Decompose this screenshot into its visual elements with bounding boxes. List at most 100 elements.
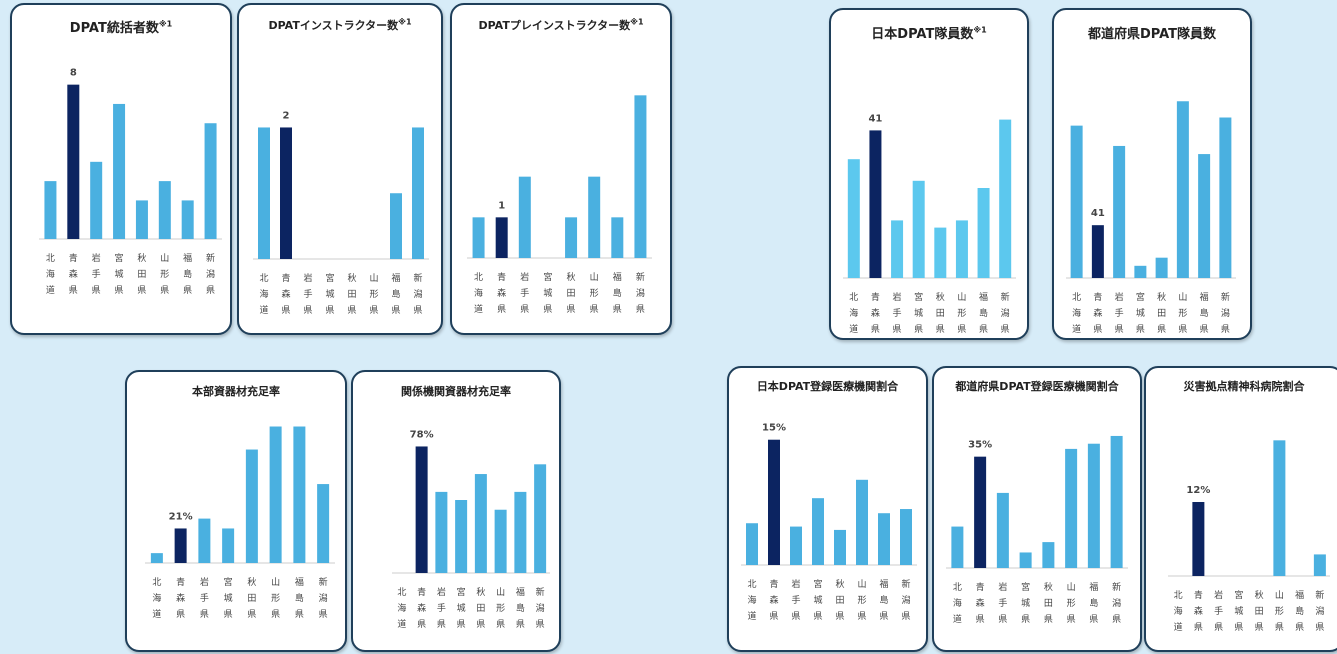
chart-title: 都道府県DPAT登録医療機関割合 [955,380,1119,393]
bar [847,159,860,278]
bar [869,130,882,278]
tick-label: 山形県 [271,577,280,620]
bar [996,492,1009,568]
bar [1313,554,1326,576]
bar [534,464,547,573]
bar [44,181,57,239]
tick-label: 岩手県 [998,581,1007,625]
tick-label: 青森県 [769,578,778,622]
tick-label: 秋田県 [247,576,256,620]
tick-label: 岩手県 [200,576,209,620]
chart-card-agency-equipment-rate: 関係機関資器材充足率 北海道 78% 青森県 岩手県 宮城県 秋田県 山形県 福島県 新潟県 [351,370,561,652]
data-label: 12% [1186,485,1210,496]
chart-title: 関係機関資器材充足率 [401,385,511,398]
chart-card-dpat-instructors: DPATインストラクター数※1 北海道 2 青森県 岩手県 宮城県 秋田県 山形県 福島県 新潟… [237,3,443,335]
tick-label: 青森県 [281,272,290,316]
tick-label: 北海道 [46,253,55,296]
bar [1065,448,1078,568]
tick-label: 山形県 [857,579,866,622]
tick-label: 岩手県 [437,586,446,630]
tick-label: 北海道 [1174,590,1183,633]
tick-label: 山形県 [957,292,966,335]
chart-card-japan-dpat-members: 日本DPAT隊員数※1 北海道 41 青森県 岩手県 宮城県 秋田県 山形県 福島県 新潟県 [829,8,1029,340]
chart-svg: 北海道 35% 青森県 岩手県 宮城県 秋田県 山形県 福島県 新潟県 [946,435,1128,625]
chart-title: DPATプレインストラクター数※1 [478,17,644,32]
bar [113,103,126,239]
tick-label: 岩手県 [1115,291,1124,335]
tick-label: 北海道 [397,587,406,630]
tick-label: 新潟県 [1315,589,1324,633]
bar [977,188,990,278]
tick-label: 岩手県 [893,291,902,335]
tick-label: 福島県 [979,291,988,335]
tick-label: 宮城県 [224,576,233,620]
bar [1198,154,1211,278]
tick-label: 北海道 [474,272,483,315]
bar [999,119,1012,278]
bar [1091,225,1104,278]
bar [1019,552,1032,568]
bar [951,526,964,568]
tick-label: 北海道 [259,273,268,316]
bar [768,439,780,565]
tick-label: 北海道 [953,582,962,625]
data-label: 41 [1091,208,1105,219]
tick-label: 宮城県 [115,252,124,296]
chart-svg: 北海道 1 青森県 岩手県 宮城県 秋田県 山形県 福島県 新潟県 [467,95,652,315]
bar [565,217,578,258]
tick-label: 青森県 [871,291,880,335]
bar [181,200,194,239]
bar [1192,502,1205,576]
bar [174,528,187,563]
tick-label: 秋田県 [936,291,945,335]
tick-label: 宮城県 [914,291,923,335]
tick-label: 青森県 [69,252,78,296]
chart-svg: 北海道 41 青森県 岩手県 宮城県 秋田県 山形県 福島県 新潟県 [1066,101,1236,335]
bar [1155,257,1168,278]
tick-label: 秋田県 [1255,589,1264,633]
tick-label: 宮城県 [1136,291,1145,335]
tick-label: 宮城県 [1021,581,1030,625]
bar [974,456,987,568]
chart-svg: 北海道 8 青森県 岩手県 宮城県 秋田県 山形県 福島県 新潟県 [39,68,222,296]
tick-label: 福島県 [183,252,192,296]
tick-label: 青森県 [1194,589,1203,633]
tick-label: 岩手県 [303,272,312,316]
bar [293,426,306,563]
tick-label: 岩手県 [791,578,800,622]
bar [269,426,282,563]
bar [222,528,235,563]
bar [856,479,868,565]
chart-card-dpat-pre-instructors: DPATプレインストラクター数※1 北海道 1 青森県 岩手県 宮城県 秋田県 山形県 福島県… [450,3,672,335]
chart-card-disaster-psychiatric-hospital-ratio: 災害拠点精神科病院割合 北海道 12% 青森県 岩手県 宮城県 秋田県 山形県 福島県 新潟県 [1144,366,1337,652]
data-label: 1 [498,200,505,211]
bar [900,509,912,565]
tick-label: 岩手県 [1214,589,1223,633]
chart-title: 日本DPAT隊員数※1 [871,25,987,42]
bar [158,181,171,239]
bar [1176,101,1189,279]
tick-label: 秋田県 [835,578,844,622]
bar [1087,443,1100,568]
tick-label: 福島県 [295,576,304,620]
tick-label: 山形県 [496,587,505,630]
tick-label: 新潟県 [1112,581,1121,625]
tick-label: 青森県 [976,581,985,625]
bar [412,127,424,259]
tick-label: 青森県 [417,586,426,630]
tick-label: 北海道 [152,577,161,620]
tick-label: 秋田県 [1157,291,1166,335]
bar [1134,265,1147,278]
chart-title: 日本DPAT登録医療機関割合 [756,380,899,393]
bar [588,176,601,258]
bar [204,123,217,239]
tick-label: 山形県 [369,273,378,316]
bar [912,180,925,278]
bar [150,553,163,563]
chart-svg: 北海道 41 青森県 岩手県 宮城県 秋田県 山形県 福島県 新潟県 [843,113,1016,335]
tick-label: 山形県 [160,253,169,296]
tick-label: 青森県 [1093,291,1102,335]
bar [135,200,148,239]
data-label: 8 [70,68,77,79]
bar [1070,125,1083,278]
